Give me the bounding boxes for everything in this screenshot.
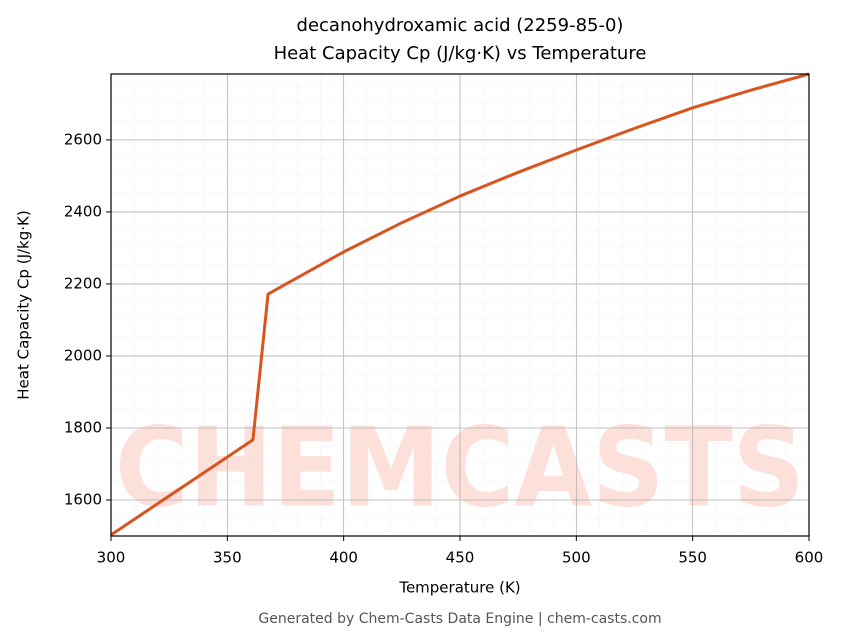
data-line [110, 72, 810, 537]
x-axis-label: Temperature (K) [398, 579, 520, 597]
y-axis-label: Heat Capacity Cp (J/kg·K) [15, 210, 33, 399]
y-tick-label: 2600 [64, 130, 102, 148]
chart-subtitle: Heat Capacity Cp (J/kg·K) vs Temperature [274, 43, 647, 64]
plot-frame [110, 73, 810, 537]
y-tick-label: 2400 [64, 202, 102, 220]
x-tick-label: 300 [97, 549, 126, 567]
y-tick-label: 1800 [64, 418, 102, 436]
x-tick-label: 500 [562, 549, 591, 567]
x-tick-label: 600 [795, 549, 824, 567]
footer: Generated by Chem-Casts Data Engine | ch… [258, 611, 661, 627]
y-tick-label: 2000 [64, 346, 102, 364]
x-tick-label: 400 [329, 549, 358, 567]
y-tick-label: 2200 [64, 274, 102, 292]
x-tick-label: 550 [678, 549, 707, 567]
y-tick-label: 1600 [64, 490, 102, 508]
x-tick-label: 450 [446, 549, 475, 567]
x-tick-label: 350 [213, 549, 242, 567]
chart-title: decanohydroxamic acid (2259-85-0) [297, 15, 624, 36]
